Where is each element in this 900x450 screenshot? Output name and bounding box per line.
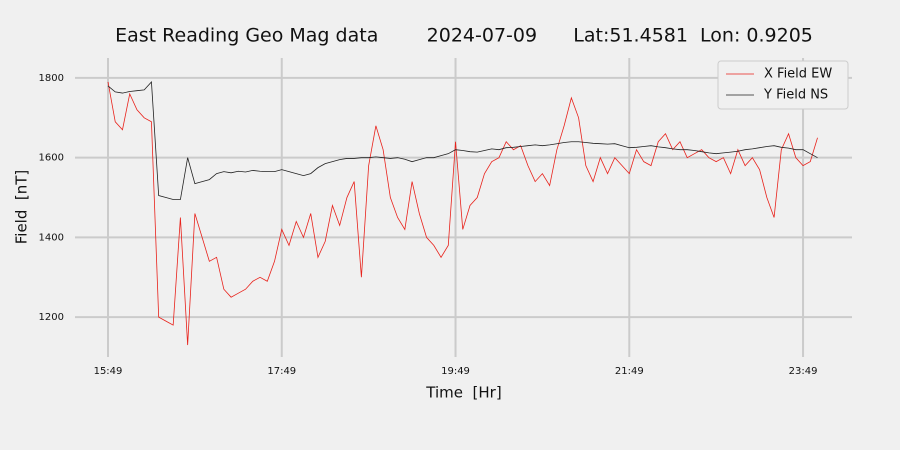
chart-title: East Reading Geo Mag data 2024-07-09 Lat… <box>115 25 813 47</box>
x-tick-label: 15:49 <box>94 366 123 377</box>
x-tick-label: 19:49 <box>441 366 470 377</box>
y-tick-label: 1400 <box>39 232 64 243</box>
y-axis-label: Field [nT] <box>13 170 31 245</box>
x-axis-label: Time [Hr] <box>425 384 501 402</box>
y-tick-label: 1200 <box>39 312 64 323</box>
y-tick-label: 1600 <box>39 153 64 164</box>
x-tick-label: 21:49 <box>615 366 644 377</box>
legend-label: X Field EW <box>764 67 832 82</box>
legend-frame <box>717 60 849 110</box>
y-tick-label: 1800 <box>39 73 64 84</box>
data-line <box>107 80 818 200</box>
x-tick-label: 23:49 <box>789 366 818 377</box>
x-tick-label: 17:49 <box>267 366 296 377</box>
legend-label: Y Field NS <box>763 88 828 103</box>
data-line <box>107 81 818 346</box>
